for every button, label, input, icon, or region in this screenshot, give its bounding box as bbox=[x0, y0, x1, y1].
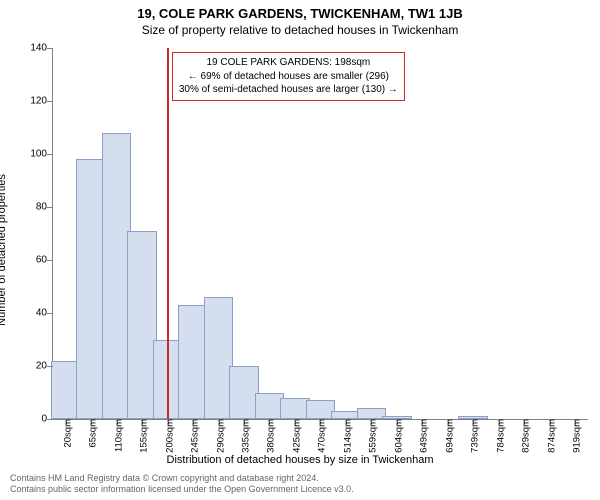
bar-slot: 65sqm bbox=[78, 48, 103, 419]
bar-slot: 380sqm bbox=[257, 48, 282, 419]
x-tick-label: 874sqm bbox=[542, 419, 557, 453]
info-line-3: 30% of semi-detached houses are larger (… bbox=[179, 83, 398, 97]
y-tick bbox=[47, 154, 53, 155]
bar-slot: 245sqm bbox=[180, 48, 205, 419]
x-tick-label: 739sqm bbox=[466, 419, 481, 453]
x-tick-label: 649sqm bbox=[415, 419, 430, 453]
bar-slot: 694sqm bbox=[435, 48, 460, 419]
x-tick-label: 425sqm bbox=[287, 419, 302, 453]
y-tick bbox=[47, 366, 53, 367]
credit-line-1: Contains HM Land Registry data © Crown c… bbox=[10, 473, 590, 485]
info-box: 19 COLE PARK GARDENS: 198sqm← 69% of det… bbox=[172, 52, 405, 101]
y-tick bbox=[47, 101, 53, 102]
x-tick-label: 200sqm bbox=[160, 419, 175, 453]
bar-slot: 874sqm bbox=[537, 48, 562, 419]
x-tick-label: 290sqm bbox=[211, 419, 226, 453]
y-axis-title: Number of detached properties bbox=[0, 174, 8, 326]
y-tick-label: 40 bbox=[13, 308, 47, 319]
y-tick-label: 140 bbox=[13, 43, 47, 54]
bar-slot: 784sqm bbox=[486, 48, 511, 419]
bar-slot: 155sqm bbox=[129, 48, 154, 419]
x-tick-label: 110sqm bbox=[109, 419, 124, 452]
bar-slot: 20sqm bbox=[53, 48, 78, 419]
x-tick-label: 470sqm bbox=[313, 419, 328, 453]
x-tick-label: 380sqm bbox=[262, 419, 277, 453]
x-axis-title: Distribution of detached houses by size … bbox=[0, 454, 600, 466]
x-tick-label: 919sqm bbox=[568, 419, 583, 453]
bar-slot: 559sqm bbox=[359, 48, 384, 419]
info-line-1: 19 COLE PARK GARDENS: 198sqm bbox=[179, 56, 398, 70]
plot-area: 20sqm65sqm110sqm155sqm200sqm245sqm290sqm… bbox=[52, 48, 588, 420]
x-tick-label: 335sqm bbox=[237, 419, 252, 453]
y-tick bbox=[47, 419, 53, 420]
bar-slot: 470sqm bbox=[308, 48, 333, 419]
y-tick bbox=[47, 48, 53, 49]
y-tick-label: 0 bbox=[13, 414, 47, 425]
y-tick-label: 120 bbox=[13, 96, 47, 107]
credit-line-2: Contains public sector information licen… bbox=[10, 484, 590, 496]
bar-slot: 425sqm bbox=[282, 48, 307, 419]
x-tick-label: 245sqm bbox=[186, 419, 201, 453]
y-tick-label: 100 bbox=[13, 149, 47, 160]
credit-text: Contains HM Land Registry data © Crown c… bbox=[10, 473, 590, 496]
page-subtitle: Size of property relative to detached ho… bbox=[0, 23, 600, 37]
bar-slot: 604sqm bbox=[384, 48, 409, 419]
x-tick-label: 514sqm bbox=[338, 419, 353, 453]
bar-slot: 514sqm bbox=[333, 48, 358, 419]
y-tick-label: 80 bbox=[13, 202, 47, 213]
page-title: 19, COLE PARK GARDENS, TWICKENHAM, TW1 1… bbox=[0, 0, 600, 21]
x-tick-label: 694sqm bbox=[440, 419, 455, 453]
bar-slot: 829sqm bbox=[511, 48, 536, 419]
y-tick-label: 20 bbox=[13, 361, 47, 372]
chart-container: 19, COLE PARK GARDENS, TWICKENHAM, TW1 1… bbox=[0, 0, 600, 500]
x-tick-label: 155sqm bbox=[135, 419, 150, 453]
y-tick-label: 60 bbox=[13, 255, 47, 266]
x-tick-label: 604sqm bbox=[389, 419, 404, 453]
y-tick bbox=[47, 260, 53, 261]
chart-area: 20sqm65sqm110sqm155sqm200sqm245sqm290sqm… bbox=[52, 48, 588, 420]
y-tick bbox=[47, 207, 53, 208]
bars-group: 20sqm65sqm110sqm155sqm200sqm245sqm290sqm… bbox=[53, 48, 588, 419]
bar-slot: 290sqm bbox=[206, 48, 231, 419]
bar-slot: 649sqm bbox=[410, 48, 435, 419]
x-tick-label: 559sqm bbox=[364, 419, 379, 453]
x-tick-label: 829sqm bbox=[517, 419, 532, 453]
reference-line bbox=[167, 48, 169, 419]
bar-slot: 335sqm bbox=[231, 48, 256, 419]
bar-slot: 110sqm bbox=[104, 48, 129, 419]
bar-slot: 919sqm bbox=[562, 48, 587, 419]
x-tick-label: 784sqm bbox=[491, 419, 506, 453]
bar-slot: 739sqm bbox=[461, 48, 486, 419]
x-tick-label: 65sqm bbox=[84, 419, 99, 448]
y-tick bbox=[47, 313, 53, 314]
x-tick-label: 20sqm bbox=[58, 419, 73, 448]
info-line-2: ← 69% of detached houses are smaller (29… bbox=[179, 70, 398, 84]
